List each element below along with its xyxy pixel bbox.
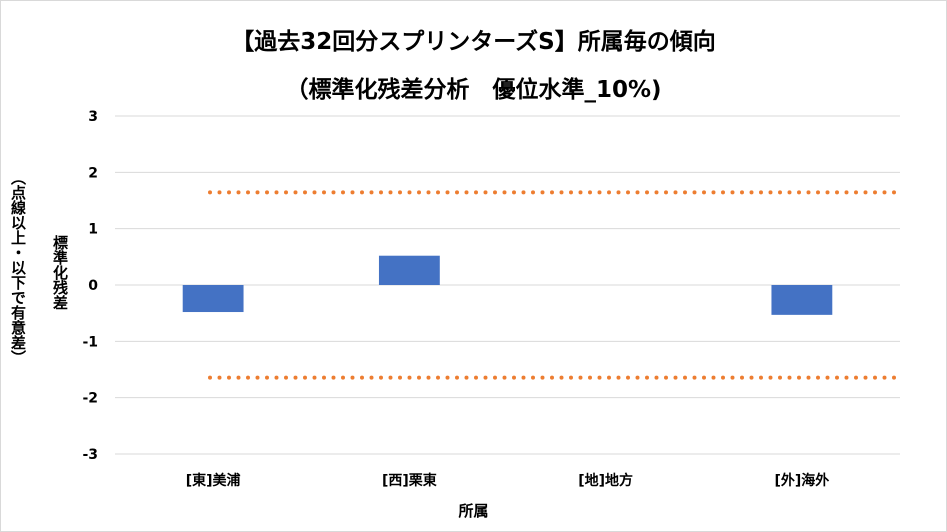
bar-4 <box>771 285 833 315</box>
chart-title: 【過去32回分スプリンターズS】所属毎の傾向 <box>231 29 716 55</box>
y-tick-label: -3 <box>82 447 98 463</box>
chart-subtitle: （標準化残差分析 優位水準_10%) <box>285 77 662 103</box>
x-tick-label: [西]栗東 <box>382 472 437 489</box>
x-tick-label: [外]海外 <box>774 472 829 489</box>
bar-1 <box>182 285 244 313</box>
y-tick-label: 3 <box>88 109 98 125</box>
y-tick-label: -1 <box>82 334 98 350</box>
bar-2 <box>378 255 440 285</box>
y-tick-label: -2 <box>82 391 98 407</box>
y-axis-label: 標準化残差 <box>51 235 69 310</box>
y-tick-label: 0 <box>88 278 98 294</box>
x-tick-label: [東]美浦 <box>186 472 241 489</box>
y-tick-label: 1 <box>88 222 98 238</box>
y-axis-note: （点線以上・以下で有意差） <box>9 170 27 365</box>
y-tick-label: 2 <box>88 165 98 181</box>
x-axis-label: 所属 <box>458 502 489 520</box>
x-tick-label: [地]地方 <box>578 472 633 489</box>
